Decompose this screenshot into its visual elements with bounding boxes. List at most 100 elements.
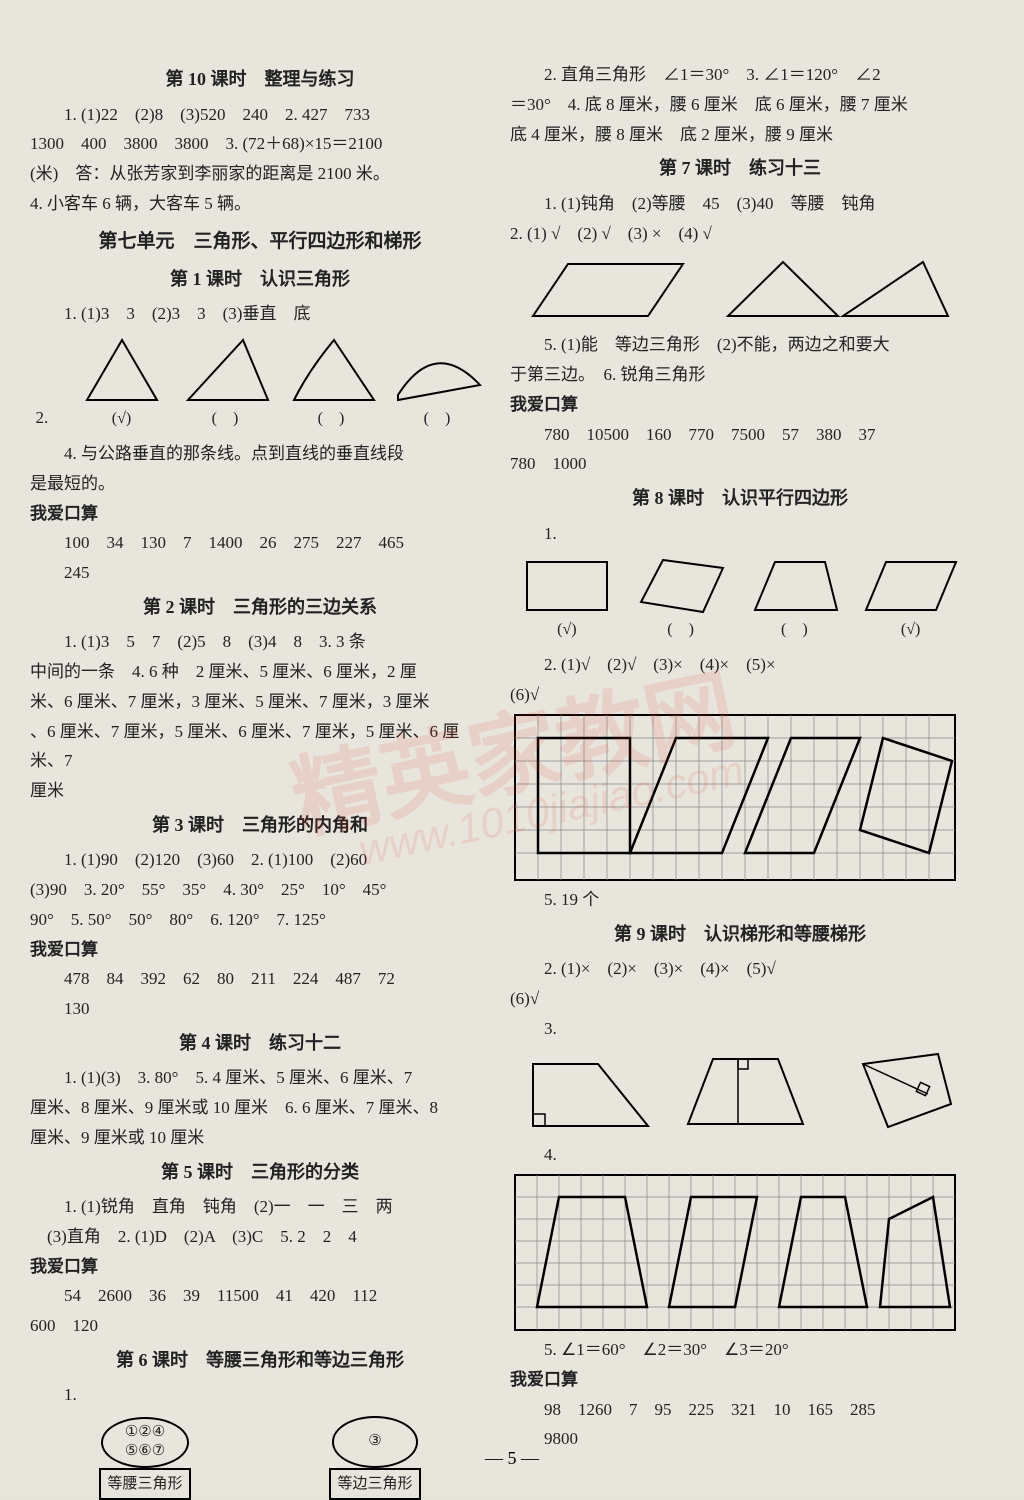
triangle-icon [390, 335, 485, 405]
s7-title: 第 7 课时 练习十三 [510, 153, 970, 185]
s4-l2: 厘米、8 厘米、9 厘米或 10 厘米 6. 6 厘米、7 厘米、8 [30, 1093, 490, 1123]
s3-l3: 90° 5. 50° 50° 80° 6. 120° 7. 125° [30, 905, 490, 935]
s1-m2: ( ) [284, 405, 379, 433]
s4-title: 第 4 课时 练习十二 [30, 1028, 490, 1060]
s2-l4: 、6 厘米、7 厘米，5 厘米、6 厘米、7 厘米，5 厘米、6 厘米、7 [30, 717, 490, 777]
triangles-icon [723, 254, 953, 324]
triangle-icon [77, 335, 167, 405]
trapezoid-icon [747, 554, 842, 616]
s8-q1: 1. [510, 519, 970, 549]
quad-icon [633, 554, 728, 616]
right-column: 2. 直角三角形 ∠1＝30° 3. ∠1＝120° ∠2 ＝30° 4. 底 … [510, 60, 970, 1464]
s1-m3: ( ) [390, 405, 485, 433]
s9-l2: 2. (1)× (2)× (3)× (4)× (5)√ [510, 954, 970, 984]
parallelogram-icon [861, 554, 961, 616]
s9-trapezoids [510, 1049, 970, 1134]
s9-title: 第 9 课时 认识梯形和等腰梯形 [510, 919, 970, 951]
s1-title: 第 1 课时 认识三角形 [30, 264, 490, 296]
s5-calc: 我爱口算 [30, 1252, 490, 1282]
oval2: ③ [332, 1416, 417, 1468]
grid-parallelograms [510, 710, 960, 885]
s8-m1: ( ) [633, 616, 728, 644]
s9-calc: 我爱口算 [510, 1365, 970, 1395]
s9-n2: 9800 [510, 1424, 970, 1454]
s1-q2: 2. [36, 403, 66, 433]
s5-n1: 54 2600 36 39 11500 41 420 112 [30, 1281, 490, 1311]
s2-l3: 米、6 厘米、7 厘米，3 厘米、5 厘米、7 厘米，3 厘米 [30, 687, 490, 717]
s7-calc: 我爱口算 [510, 390, 970, 420]
s10-title: 第 10 课时 整理与练习 [30, 64, 490, 96]
kite-icon [833, 1049, 958, 1134]
s8-m2: ( ) [747, 616, 842, 644]
grid-trapezoids [510, 1170, 960, 1335]
s7-l2: 2. (1) √ (2) √ (3) × (4) √ [510, 219, 970, 249]
s1-n1: 100 34 130 7 1400 26 275 227 465 [30, 528, 490, 558]
s2-title: 第 2 课时 三角形的三边关系 [30, 592, 490, 624]
s7-n2: 780 1000 [510, 449, 970, 479]
s3-l1: 1. (1)90 (2)120 (3)60 2. (1)100 (2)60 [30, 845, 490, 875]
s8-l2: 2. (1)√ (2)√ (3)× (4)× (5)× [510, 650, 970, 680]
s8-m0: (√) [519, 616, 614, 644]
s9-l5: 5. ∠1＝60° ∠2＝30° ∠3＝20° [510, 1335, 970, 1365]
s7-l1: 1. (1)钝角 (2)等腰 45 (3)40 等腰 钝角 [510, 189, 970, 219]
s1-l4: 4. 与公路垂直的那条线。点到直线的垂直线段 [30, 439, 490, 469]
s4-l3: 厘米、9 厘米或 10 厘米 [30, 1123, 490, 1153]
rt-l3: 底 4 厘米，腰 8 厘米 底 2 厘米，腰 9 厘米 [510, 120, 970, 150]
s8-shapes: (√) ( ) ( ) (√) [510, 554, 970, 644]
s7-l6: 于第三边。 6. 锐角三角形 [510, 360, 970, 390]
rt-l2: ＝30° 4. 底 8 厘米，腰 6 厘米 底 6 厘米，腰 7 厘米 [510, 90, 970, 120]
s6-title: 第 6 课时 等腰三角形和等边三角形 [30, 1345, 490, 1377]
page: 精英家教网 www.1010jiajiao.com 第 10 课时 整理与练习 … [0, 0, 1024, 1494]
right-trapezoid-icon [523, 1054, 653, 1134]
s5-l2: (3)直角 2. (1)D (2)A (3)C 5. 2 2 4 [30, 1222, 490, 1252]
s10-l4: 4. 小客车 6 辆，大客车 5 辆。 [30, 189, 490, 219]
s8-l3: (6)√ [510, 680, 970, 710]
ov1a: ①②④ [125, 1424, 165, 1440]
triangle-icon [284, 335, 379, 405]
right-trapezoid-icon [678, 1049, 808, 1134]
s3-calc: 我爱口算 [30, 935, 490, 965]
s9-q3: 3. [510, 1014, 970, 1044]
s7-shapes [510, 254, 970, 324]
rect-icon [519, 554, 614, 616]
s4-l1: 1. (1)(3) 3. 80° 5. 4 厘米、5 厘米、6 厘米、7 [30, 1063, 490, 1093]
s5-title: 第 5 课时 三角形的分类 [30, 1157, 490, 1189]
left-column: 第 10 课时 整理与练习 1. (1)22 (2)8 (3)520 240 2… [30, 60, 490, 1464]
oval1: ①②④ ⑤⑥⑦ [101, 1417, 189, 1468]
page-number: — 5 — [485, 1448, 539, 1469]
s7-l5: 5. (1)能 等边三角形 (2)不能，两边之和要大 [510, 330, 970, 360]
s8-l5: 5. 19 个 [510, 885, 970, 915]
s2-l2: 中间的一条 4. 6 种 2 厘米、5 厘米、6 厘米，2 厘 [30, 657, 490, 687]
s3-n1: 478 84 392 62 80 211 224 487 72 [30, 964, 490, 994]
s3-title: 第 3 课时 三角形的内角和 [30, 810, 490, 842]
ov1b: ⑤⑥⑦ [125, 1443, 165, 1459]
s7-n1: 780 10500 160 770 7500 57 380 37 [510, 420, 970, 450]
s10-l1: 1. (1)22 (2)8 (3)520 240 2. 427 733 [30, 100, 490, 130]
s9-l3: (6)√ [510, 984, 970, 1014]
s8-grid [510, 710, 970, 885]
unit7-title: 第七单元 三角形、平行四边形和梯形 [30, 225, 490, 258]
rt-l1: 2. 直角三角形 ∠1＝30° 3. ∠1＝120° ∠2 [510, 60, 970, 90]
s6-venn: ①②④ ⑤⑥⑦ 等腰三角形 ③ 等边三角形 [30, 1416, 490, 1500]
s1-l5: 是最短的。 [30, 469, 490, 499]
s10-l3: (米) 答：从张芳家到李丽家的距离是 2100 米。 [30, 159, 490, 189]
s1-l1: 1. (1)3 3 (2)3 3 (3)垂直 底 [30, 299, 490, 329]
lab1: 等腰三角形 [99, 1468, 190, 1500]
s9-grid [510, 1170, 970, 1335]
venn1: ①②④ ⑤⑥⑦ 等腰三角形 [99, 1417, 190, 1500]
s5-l1: 1. (1)锐角 直角 钝角 (2)一 一 三 两 [30, 1192, 490, 1222]
s1-n2: 245 [30, 558, 490, 588]
s8-m3: (√) [861, 616, 961, 644]
ov2: ③ [368, 1433, 381, 1449]
triangle-icon [178, 335, 273, 405]
s1-calc: 我爱口算 [30, 499, 490, 529]
s9-n1: 98 1260 7 95 225 321 10 165 285 [510, 1395, 970, 1425]
s9-q4: 4. [510, 1140, 970, 1170]
parallelogram-icon [528, 254, 688, 324]
s1-triangles: 2. (√) ( ) ( ) ( ) [30, 335, 490, 433]
s2-l5: 厘米 [30, 776, 490, 806]
s1-m1: ( ) [178, 405, 273, 433]
s1-m0: (√) [77, 405, 167, 433]
venn2: ③ 等边三角形 [329, 1416, 420, 1500]
lab2: 等边三角形 [329, 1468, 420, 1500]
